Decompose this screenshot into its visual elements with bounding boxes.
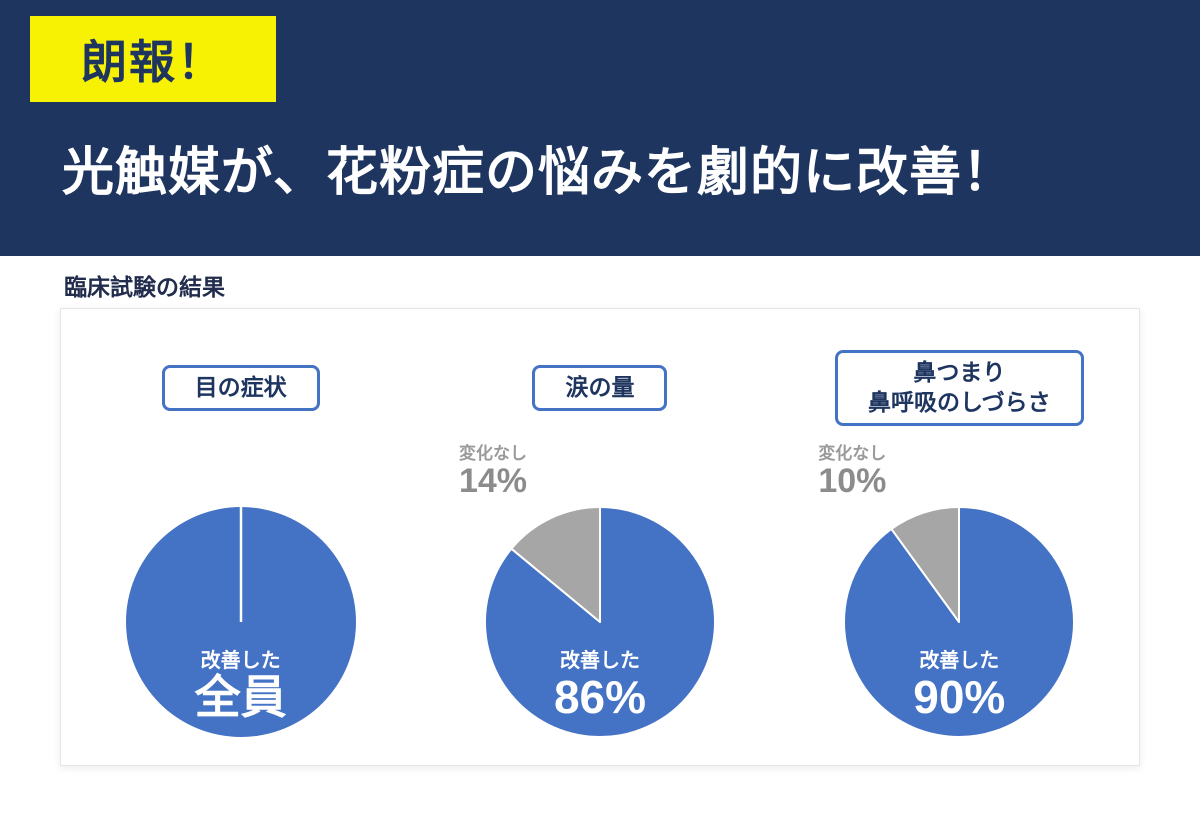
chart-title-line: 涙の量 [565,374,635,401]
no-change-annotation: 変化なし 10% [818,439,886,500]
chart-header-zone: 目の症状 [161,341,320,435]
chart-title-box: 目の症状 [161,365,320,411]
pie-slice [890,506,961,623]
annotation-value: 10% [818,462,887,500]
chart-header-zone: 涙の量 [532,341,668,435]
chart-title-line: 鼻呼吸のしづらさ [868,389,1051,415]
chart-header-zone: 鼻つまり 鼻呼吸のしづらさ [835,341,1084,435]
banner: 朗報！ 光触媒が、花粉症の悩みを劇的に改善！ [0,0,1200,256]
chart-nasal-congestion: 鼻つまり 鼻呼吸のしづらさ 変化なし 10% 改善した 90% [780,341,1139,765]
chart-tears: 涙の量 変化なし 14% 改善した 86% [420,341,779,765]
pie-slice [843,506,1076,738]
good-news-badge: 朗報！ [30,16,276,102]
no-change-annotation: 変化なし 14% [459,439,527,500]
pie-slice [510,506,601,623]
annotation-label: 変化なし [458,444,527,463]
pie-wrap: 変化なし 10% 改善した 90% [818,444,1084,747]
pie-chart [483,506,716,738]
annotation-value: 14% [458,462,528,500]
pie-wrap: 変化なし 14% 改善した 86% [459,444,725,747]
chart-title-line: 目の症状 [194,374,287,401]
headline: 光触媒が、花粉症の悩みを劇的に改善！ [62,144,1015,202]
charts-panel: 目の症状 改善した 全員 涙の量 変化なし 14% 改 [60,308,1140,766]
badge-text: 朗報！ [81,36,225,88]
chart-title-box: 鼻つまり 鼻呼吸のしづらさ [835,350,1084,426]
section-title: 臨床試験の結果 [64,274,225,300]
chart-title-box: 涙の量 [532,365,668,411]
pie-wrap: 改善した 全員 [116,497,366,747]
pie-chart [125,507,356,737]
pie-chart [843,506,1076,738]
annotation-label: 変化なし [818,444,887,463]
chart-eye-symptoms: 目の症状 改善した 全員 [61,341,420,765]
chart-title-line: 鼻つまり [913,359,1006,386]
